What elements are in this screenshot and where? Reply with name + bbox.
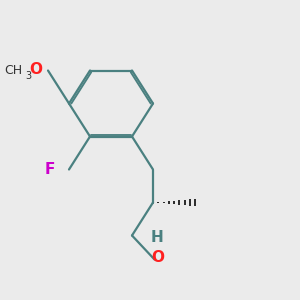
Text: CH: CH (4, 64, 22, 77)
Text: O: O (29, 62, 43, 77)
Text: 3: 3 (26, 71, 32, 81)
Text: H: H (151, 230, 164, 244)
Text: F: F (44, 162, 55, 177)
Text: O: O (151, 250, 164, 266)
